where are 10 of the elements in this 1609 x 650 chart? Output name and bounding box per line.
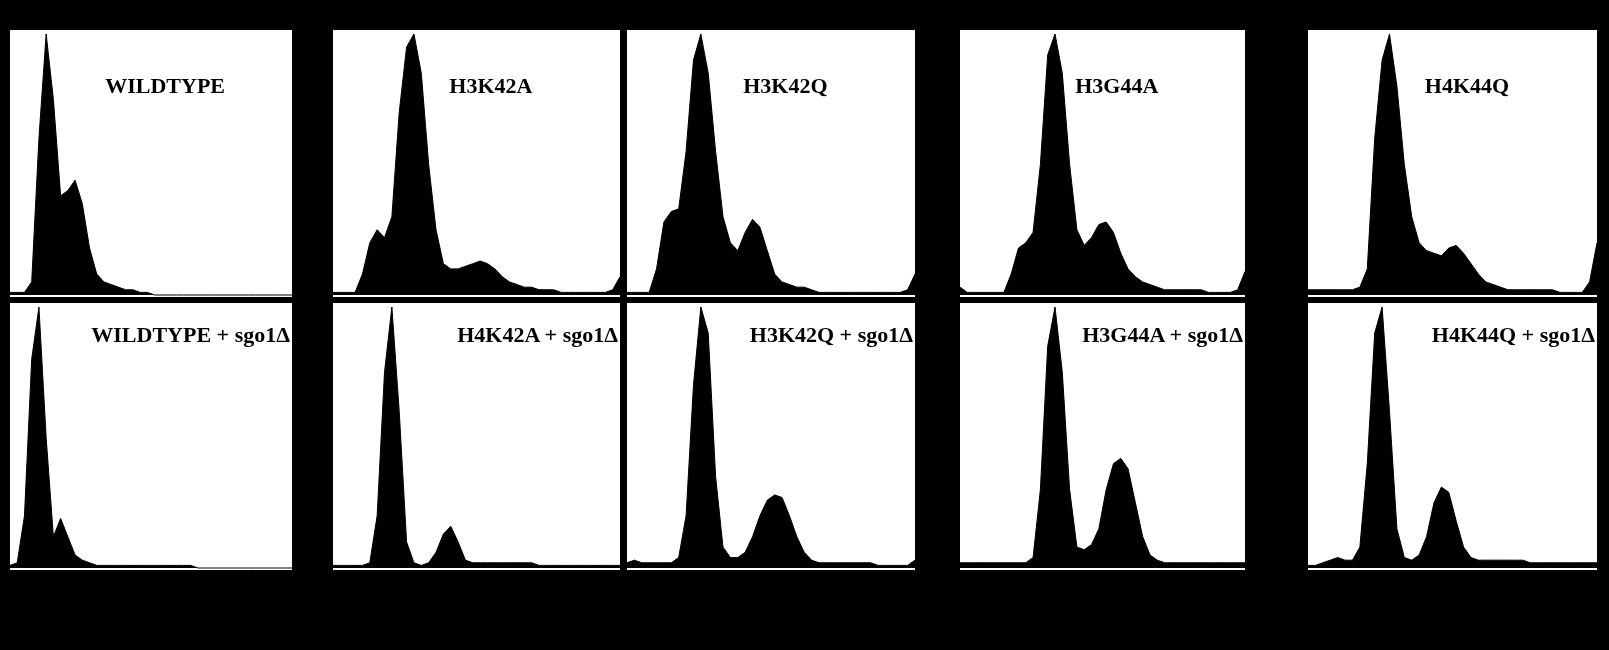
text: H3K42Q xyxy=(743,72,828,99)
text: H3G44A + sgo1Δ xyxy=(1082,321,1243,348)
text: WILDTYPE xyxy=(105,72,225,99)
text: H3K42Q + sgo1Δ xyxy=(749,321,913,348)
text: H3K42A xyxy=(449,72,533,99)
text: H3G44A xyxy=(1075,72,1159,99)
text: WILDTYPE + sgo1Δ xyxy=(91,321,290,348)
text: H4K44Q xyxy=(1424,72,1510,99)
text: H4K42A + sgo1Δ xyxy=(457,321,618,348)
text: H4K44Q + sgo1Δ xyxy=(1431,321,1595,348)
